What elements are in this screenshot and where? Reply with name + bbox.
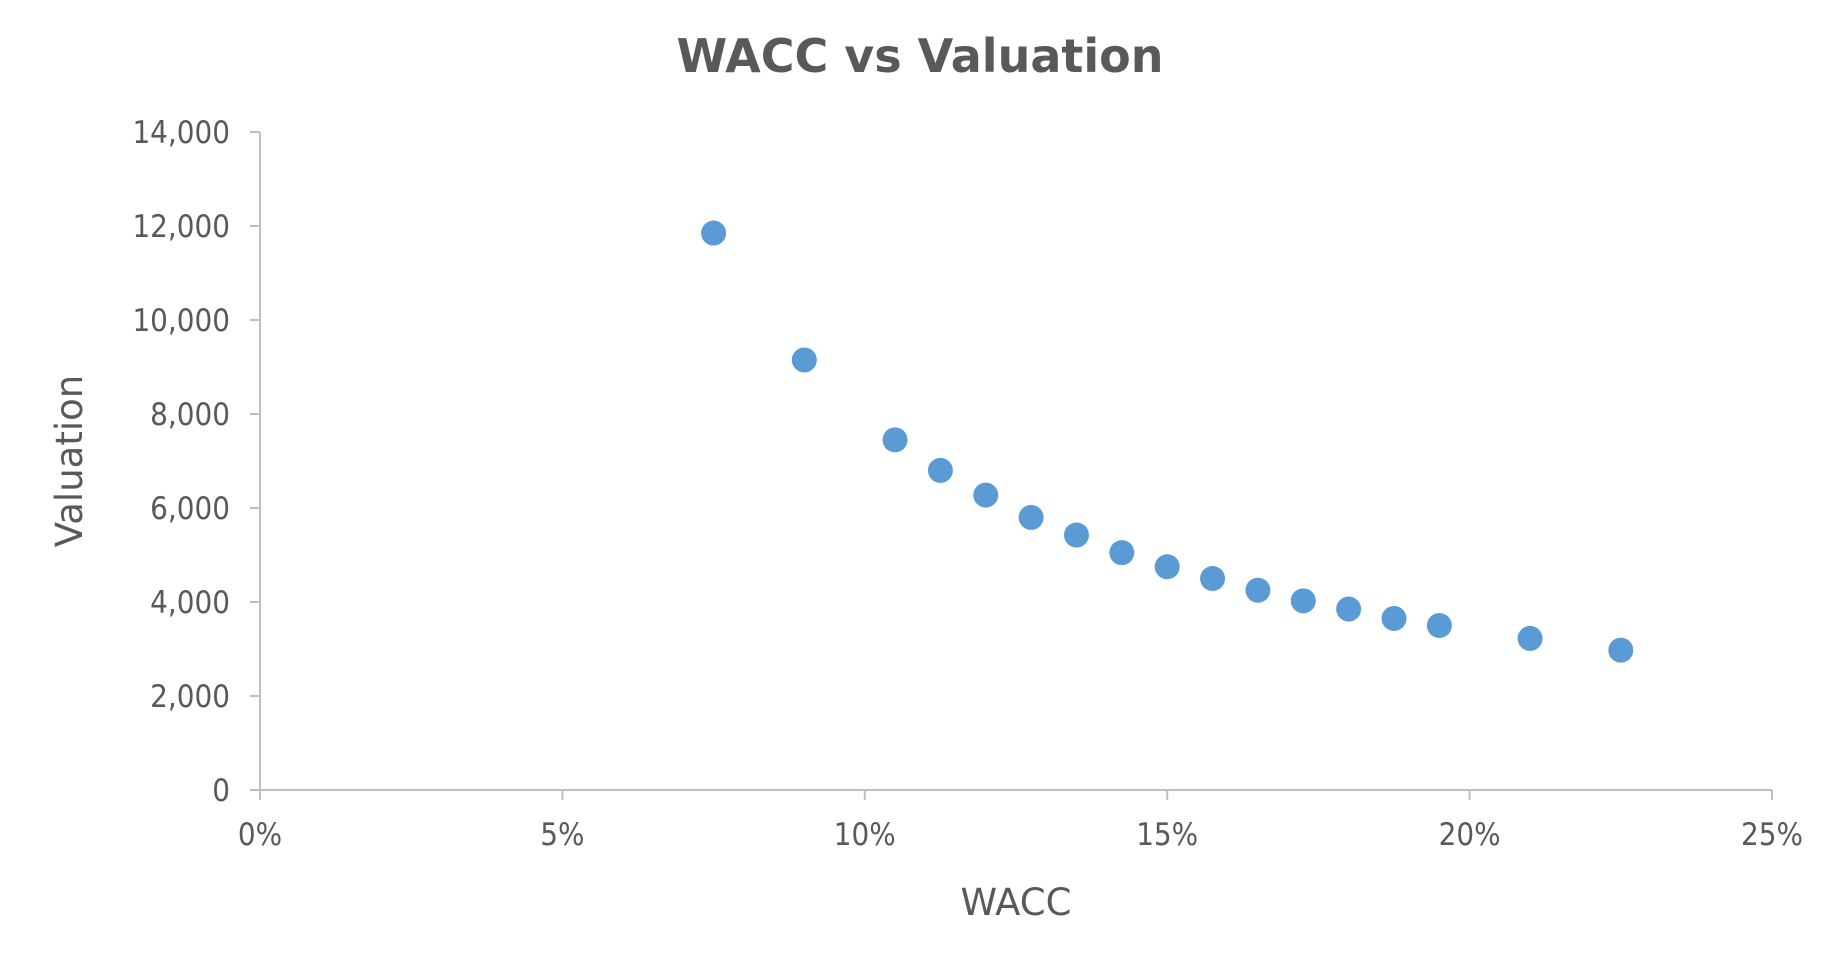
data-point [1109, 540, 1135, 566]
y-tick-label: 6,000 [150, 491, 230, 527]
data-point [1608, 637, 1634, 663]
data-point [791, 347, 817, 373]
y-tick-label: 14,000 [132, 115, 230, 151]
x-tick-label: 15% [1136, 817, 1198, 853]
data-point [973, 482, 999, 508]
data-point [927, 457, 953, 483]
data-point [1245, 577, 1271, 603]
data-point [1381, 605, 1407, 631]
data-point [1336, 596, 1362, 622]
x-axis-label: WACC [961, 881, 1072, 924]
data-point [1063, 522, 1089, 548]
y-tick-label: 2,000 [150, 679, 230, 715]
data-point [1290, 588, 1316, 614]
y-tick-label: 8,000 [150, 397, 230, 433]
data-point [1154, 554, 1180, 580]
x-tick-label: 25% [1741, 817, 1803, 853]
data-point [882, 427, 908, 453]
y-axis-label: Valuation [48, 375, 91, 547]
y-tick-label: 10,000 [132, 303, 230, 339]
data-point [1018, 504, 1044, 530]
x-tick-label: 20% [1439, 817, 1501, 853]
x-tick-label: 10% [834, 817, 896, 853]
x-tick-label: 5% [540, 817, 584, 853]
data-point [701, 220, 727, 246]
data-point [1517, 625, 1543, 651]
y-tick-label: 4,000 [150, 585, 230, 621]
x-tick-label: 0% [238, 817, 282, 853]
data-point [1200, 566, 1226, 591]
y-tick-label: 12,000 [132, 209, 230, 245]
data-point [1426, 613, 1452, 638]
chart-title: WACC vs Valuation [677, 29, 1164, 83]
y-tick-label: 0 [212, 773, 230, 809]
